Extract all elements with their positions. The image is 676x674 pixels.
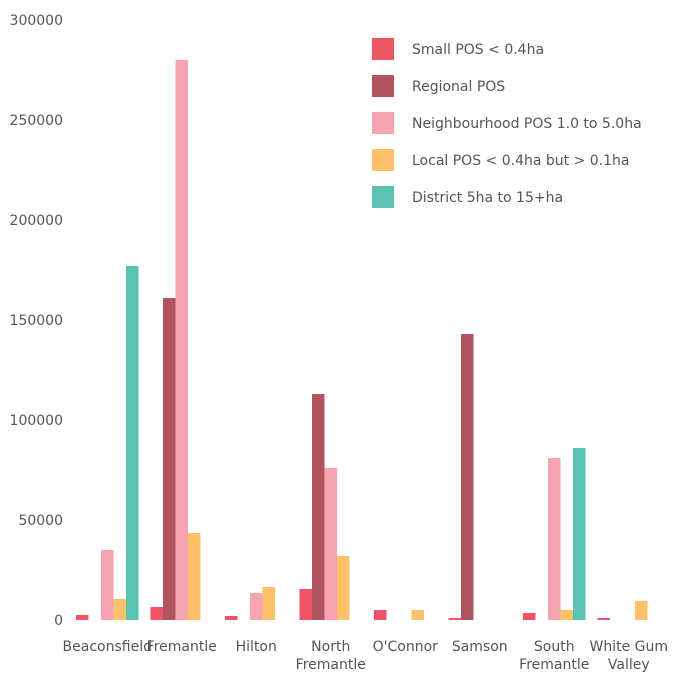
bar: [150, 607, 163, 620]
x-tick-label-line: Fremantle: [147, 639, 217, 655]
bar: [175, 60, 188, 620]
bar: [312, 394, 325, 620]
legend-label: Regional POS: [412, 79, 505, 95]
bar: [324, 468, 337, 620]
legend-label: Neighbourhood POS 1.0 to 5.0ha: [412, 116, 642, 132]
bar: [126, 266, 139, 620]
x-tick-label-line: Beaconsfield: [63, 639, 152, 655]
legend-swatch: [372, 75, 394, 97]
legend-swatch: [372, 112, 394, 134]
bar: [225, 616, 238, 620]
y-tick-label: 200000: [10, 213, 63, 229]
bar: [635, 601, 648, 620]
x-tick-label: Hilton: [236, 639, 277, 655]
bar: [548, 458, 561, 620]
x-tick-label-line: Samson: [452, 639, 508, 655]
bars: [76, 60, 648, 620]
bar: [337, 556, 350, 620]
legend-swatch: [372, 38, 394, 60]
bar: [411, 610, 424, 620]
bar: [573, 448, 586, 620]
bar: [597, 618, 610, 620]
x-tick-label: South Fremantle: [519, 639, 589, 673]
x-tick-label-line: North: [311, 639, 350, 655]
x-tick-label: O'Connor: [373, 639, 439, 655]
y-tick-label: 0: [54, 613, 63, 629]
bar: [448, 618, 461, 620]
x-tick-label-line: Hilton: [236, 639, 277, 655]
legend-swatch: [372, 186, 394, 208]
x-tick-label: Samson: [452, 639, 508, 655]
y-axis: 0 50000 100000 150000 200000 250000 300000: [10, 13, 63, 629]
legend-label: Small POS < 0.4ha: [412, 42, 544, 58]
y-tick-label: 250000: [10, 113, 63, 129]
x-tick-label: Beaconsfield: [63, 639, 152, 655]
x-tick-label-line: Fremantle: [296, 657, 366, 673]
x-tick-label: White Gum Valley: [589, 639, 668, 673]
bar: [113, 599, 126, 620]
bar: [560, 610, 573, 620]
bar: [188, 533, 201, 620]
bar: [250, 593, 263, 620]
bar: [163, 298, 176, 620]
y-tick-label: 50000: [18, 513, 63, 529]
bar: [262, 587, 275, 620]
y-tick-label: 100000: [10, 413, 63, 429]
bar: [299, 589, 312, 620]
x-tick-label-line: Valley: [608, 657, 650, 673]
x-tick-label: North Fremantle: [296, 639, 366, 673]
legend-label: District 5ha to 15+ha: [412, 190, 563, 206]
y-tick-label: 300000: [10, 13, 63, 29]
legend-swatch: [372, 149, 394, 171]
x-tick-label: Fremantle: [147, 639, 217, 655]
y-tick-label: 150000: [10, 313, 63, 329]
x-tick-label-line: Fremantle: [519, 657, 589, 673]
bar: [76, 615, 89, 620]
bar: [374, 610, 387, 620]
x-tick-label-line: White Gum: [589, 639, 668, 655]
x-tick-label-line: O'Connor: [373, 639, 439, 655]
x-tick-label-line: South: [534, 639, 575, 655]
legend-label: Local POS < 0.4ha but > 0.1ha: [412, 153, 629, 169]
legend: Small POS < 0.4ha Regional POS Neighbourho…: [372, 38, 642, 208]
bar: [101, 550, 114, 620]
bar: [523, 613, 536, 620]
bar: [461, 334, 474, 620]
